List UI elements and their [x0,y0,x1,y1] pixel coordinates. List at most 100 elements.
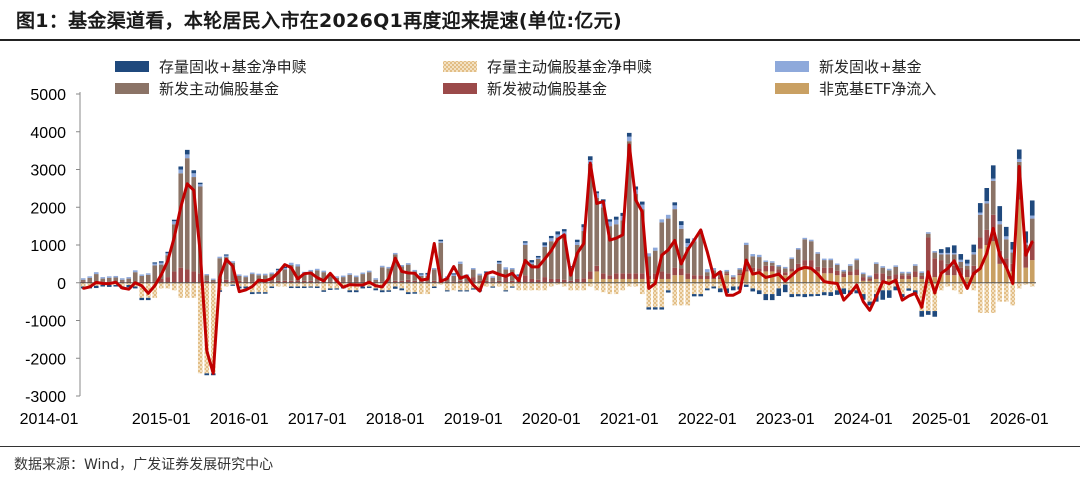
bar-stock-active-equity [587,282,593,287]
bar-stock-fixed-plus [529,260,535,263]
bar-stock-fixed-plus [262,292,268,294]
bar-stock-fixed-plus [386,290,392,292]
line-point [914,292,917,295]
bar-stock-active-equity [841,282,847,289]
legend-swatch-new-passive-equity [443,83,477,94]
bar-new-fixed-plus [288,262,294,266]
bar-new-active-equity [665,218,671,274]
bar-non-broad-etf [698,278,704,283]
bar-new-fixed-plus [139,274,145,276]
bar-stock-fixed-plus [321,290,327,292]
line-point [881,280,884,283]
x-tick-label: 2014-01 [20,411,79,428]
bar-new-passive-equity [282,280,288,283]
bar-new-fixed-plus [919,271,925,273]
line-point [537,265,540,269]
bar-new-fixed-plus [145,273,151,275]
bar-stock-active-equity [613,282,619,295]
bar-new-active-equity [802,239,808,261]
line-point [966,287,969,290]
y-tick-label: 5000 [30,87,66,104]
bar-new-active-equity [327,275,333,282]
bar-new-active-equity [743,245,749,270]
bar-new-fixed-plus [132,270,138,273]
bar-new-active-equity [860,274,866,278]
bar-new-fixed-plus [737,268,743,270]
bar-stock-fixed-plus [769,294,775,301]
line-point [634,198,637,202]
bar-new-passive-equity [288,280,294,283]
bar-new-active-equity [678,228,684,269]
bar-new-passive-equity [145,281,151,283]
bar-new-active-equity [347,274,353,282]
line-point [1011,282,1014,285]
bar-stock-fixed-plus [301,286,307,289]
line-point [504,275,507,278]
bar-new-active-equity [724,271,730,274]
bar-new-fixed-plus [93,272,99,275]
line-point [1031,240,1034,243]
bar-new-active-equity [977,214,983,238]
bar-stock-fixed-plus [555,231,561,235]
bar-new-fixed-plus [314,268,320,271]
bar-stock-active-equity [223,282,229,287]
bar-new-passive-equity [80,281,86,283]
bar-new-active-equity [87,277,93,282]
bar-new-fixed-plus [977,212,983,215]
bar-non-broad-etf [587,278,593,283]
bar-new-active-equity [548,241,554,279]
bar-stock-fixed-plus [932,311,938,317]
bar-new-passive-equity [717,277,723,279]
bar-non-broad-etf [932,277,938,283]
bar-new-passive-equity [743,269,749,272]
bar-new-fixed-plus [880,266,886,268]
bar-new-active-equity [360,274,366,282]
line-point [647,287,650,290]
bar-stock-active-equity [789,282,795,295]
bar-new-fixed-plus [191,173,197,178]
bar-new-active-equity [691,241,697,276]
x-tick-label: 2023-01 [756,411,815,428]
bar-stock-fixed-plus [470,288,476,290]
bar-new-passive-equity [1016,188,1022,200]
bar-new-active-equity [867,277,873,279]
bar-new-fixed-plus [782,266,788,269]
bar-new-passive-equity [165,277,171,283]
bar-new-fixed-plus [724,269,730,272]
line-point [212,372,215,375]
bar-new-fixed-plus [217,256,223,259]
bar-stock-fixed-plus [139,297,145,301]
bar-stock-active-equity [860,282,866,295]
bar-new-active-equity [808,241,814,261]
bar-new-active-equity [340,277,346,282]
line-point [784,279,787,283]
bar-stock-fixed-plus [997,206,1003,222]
bar-non-broad-etf [906,278,912,283]
bar-stock-active-equity [1010,282,1016,306]
bar-stock-fixed-plus [828,292,834,296]
bar-new-passive-equity [880,273,886,281]
line-point [875,295,878,298]
bar-new-passive-equity [464,281,470,283]
bar-stock-active-equity [444,282,450,291]
line-point [413,272,416,275]
bar-stock-active-equity [873,282,879,295]
bar-new-active-equity [210,279,216,282]
bar-new-active-equity [594,197,600,266]
bar-new-fixed-plus [334,276,340,278]
bar-new-passive-equity [314,281,320,283]
line-point [361,283,364,287]
bar-new-fixed-plus [399,265,405,267]
line-point [407,271,410,275]
bar-new-fixed-plus [373,278,379,280]
bar-new-active-equity [262,275,268,282]
bar-new-passive-equity [971,265,977,276]
bar-new-passive-equity [119,281,125,283]
bar-stock-active-equity [906,282,912,289]
bar-stock-fixed-plus [132,286,138,289]
bar-new-fixed-plus [1029,215,1035,219]
bar-stock-fixed-plus [652,307,658,310]
bar-new-passive-equity [301,280,307,283]
bar-new-passive-equity [399,280,405,283]
line-point [641,210,644,213]
